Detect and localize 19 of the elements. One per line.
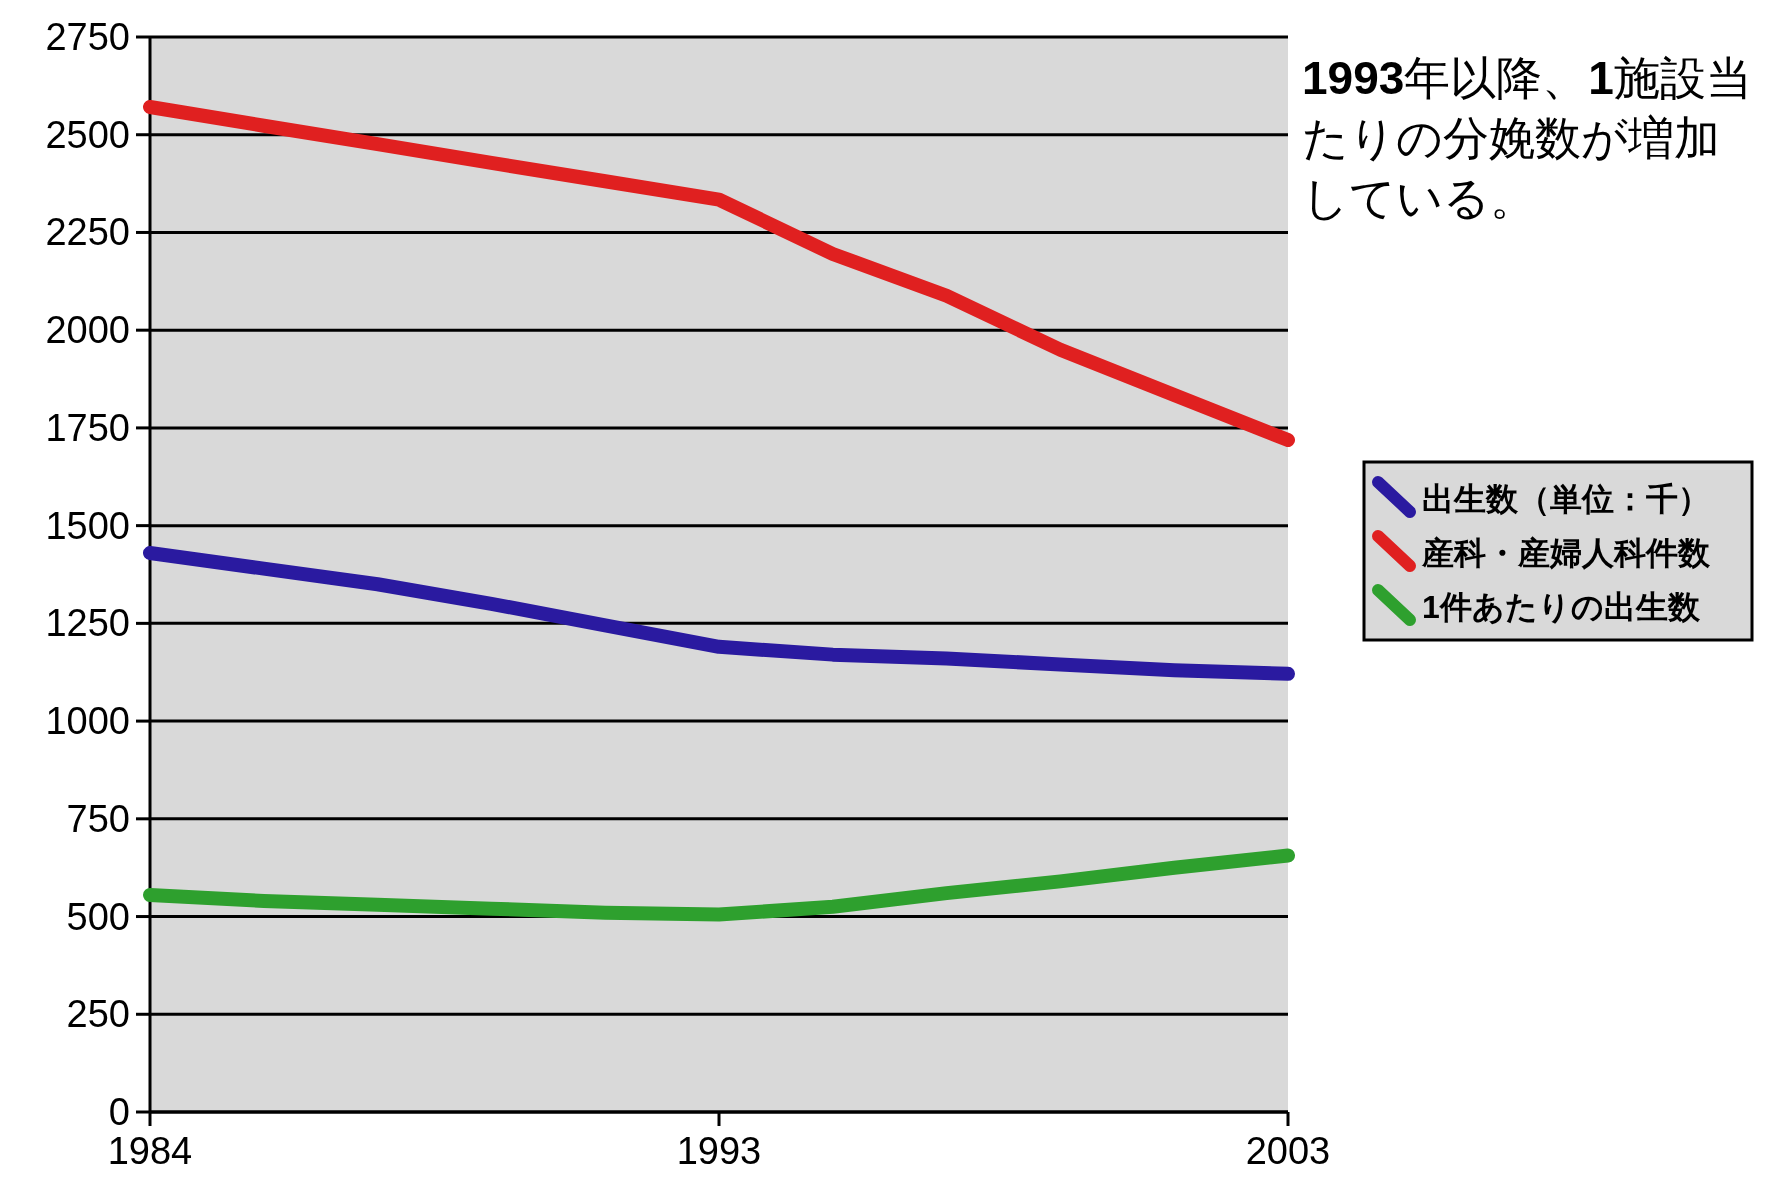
y-tick-label: 2250 [45,211,130,254]
y-tick-label: 1750 [45,406,130,449]
x-tick-label: 1993 [676,1130,762,1172]
y-tick-label: 1250 [45,602,130,645]
x-tick-label: 2003 [1245,1130,1331,1172]
y-tick-label: 250 [66,993,130,1036]
y-tick-label: 2750 [45,16,130,58]
legend-label: 産科・産婦人科件数 [1421,535,1711,571]
x-tick-label: 1984 [107,1130,193,1172]
legend-label: 出生数（単位：千） [1422,481,1710,517]
y-tick-label: 1500 [45,504,130,547]
legend-label: 1件あたりの出生数 [1422,589,1701,625]
y-tick-label: 500 [66,895,130,938]
y-tick-label: 1000 [45,700,130,743]
y-tick-label: 0 [108,1091,130,1133]
text: 1993年以降、1施設当たりの分娩数が増加している。 [1302,52,1752,224]
y-tick-label: 750 [66,797,130,840]
y-tick-label: 2000 [45,309,130,352]
y-tick-label: 2500 [45,113,130,156]
